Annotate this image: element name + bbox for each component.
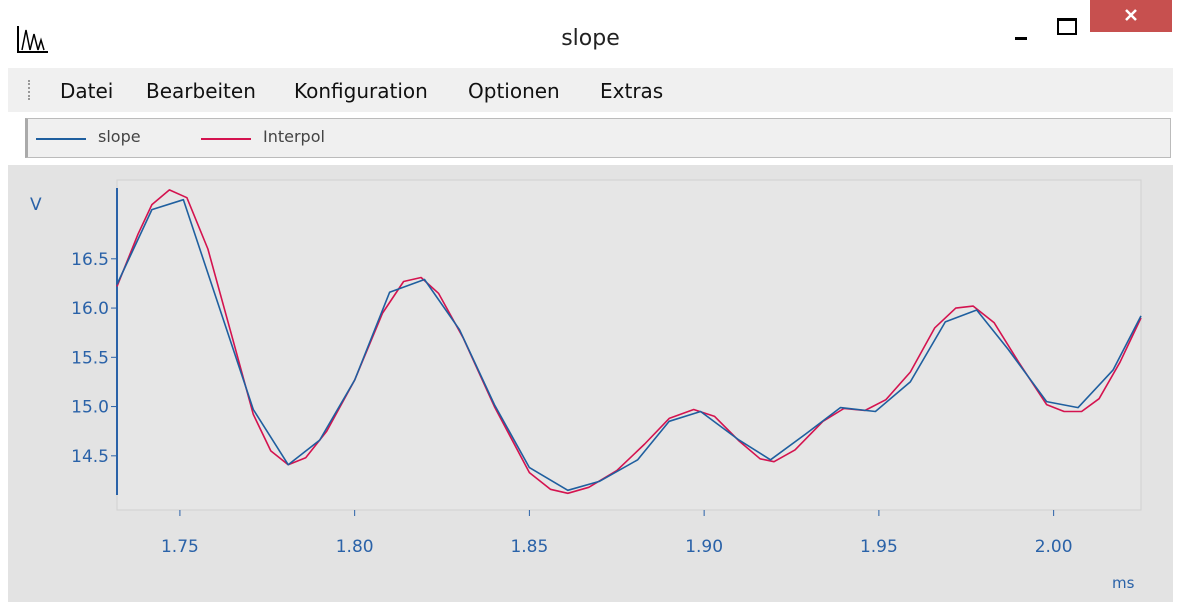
legend-label: slope — [98, 127, 141, 146]
y-tick-label: 16.5 — [71, 250, 109, 270]
menu-item[interactable]: Konfiguration — [294, 79, 428, 103]
x-tick-label: 1.75 — [161, 537, 199, 557]
legend-swatch — [36, 138, 86, 140]
minimize-button[interactable] — [1015, 37, 1027, 40]
close-button[interactable] — [1090, 0, 1172, 32]
app-icon — [17, 26, 48, 53]
series-line — [116, 189, 1142, 495]
x-tick-label: 1.85 — [510, 537, 548, 557]
menu-item[interactable]: Bearbeiten — [146, 79, 256, 103]
menu-bar: Datei Bearbeiten Konfiguration Optionen Extr… — [8, 68, 1173, 112]
menu-item[interactable]: Extras — [600, 79, 664, 103]
legend-label: Interpol — [263, 127, 325, 146]
plot-area — [116, 179, 1142, 511]
menu-item[interactable]: Optionen — [468, 79, 560, 103]
legend-swatch — [201, 138, 251, 140]
x-tick-label: 1.95 — [860, 537, 898, 557]
x-tick-label: 1.80 — [336, 537, 374, 557]
y-tick-label: 15.0 — [71, 398, 109, 418]
maximize-button[interactable] — [1057, 18, 1077, 35]
series-line — [116, 198, 1142, 492]
y-axis-label: V — [30, 195, 42, 215]
x-tick-label: 1.90 — [685, 537, 723, 557]
legend: slope Interpol — [25, 118, 1171, 158]
y-tick-label: 16.0 — [71, 299, 109, 319]
y-tick-label: 15.5 — [71, 348, 109, 368]
x-axis-label: ms — [1112, 574, 1135, 592]
menu-item[interactable]: Datei — [60, 79, 114, 103]
y-tick-label: 14.5 — [71, 447, 109, 467]
x-tick-label: 2.00 — [1035, 537, 1073, 557]
window-title: slope — [561, 26, 620, 51]
